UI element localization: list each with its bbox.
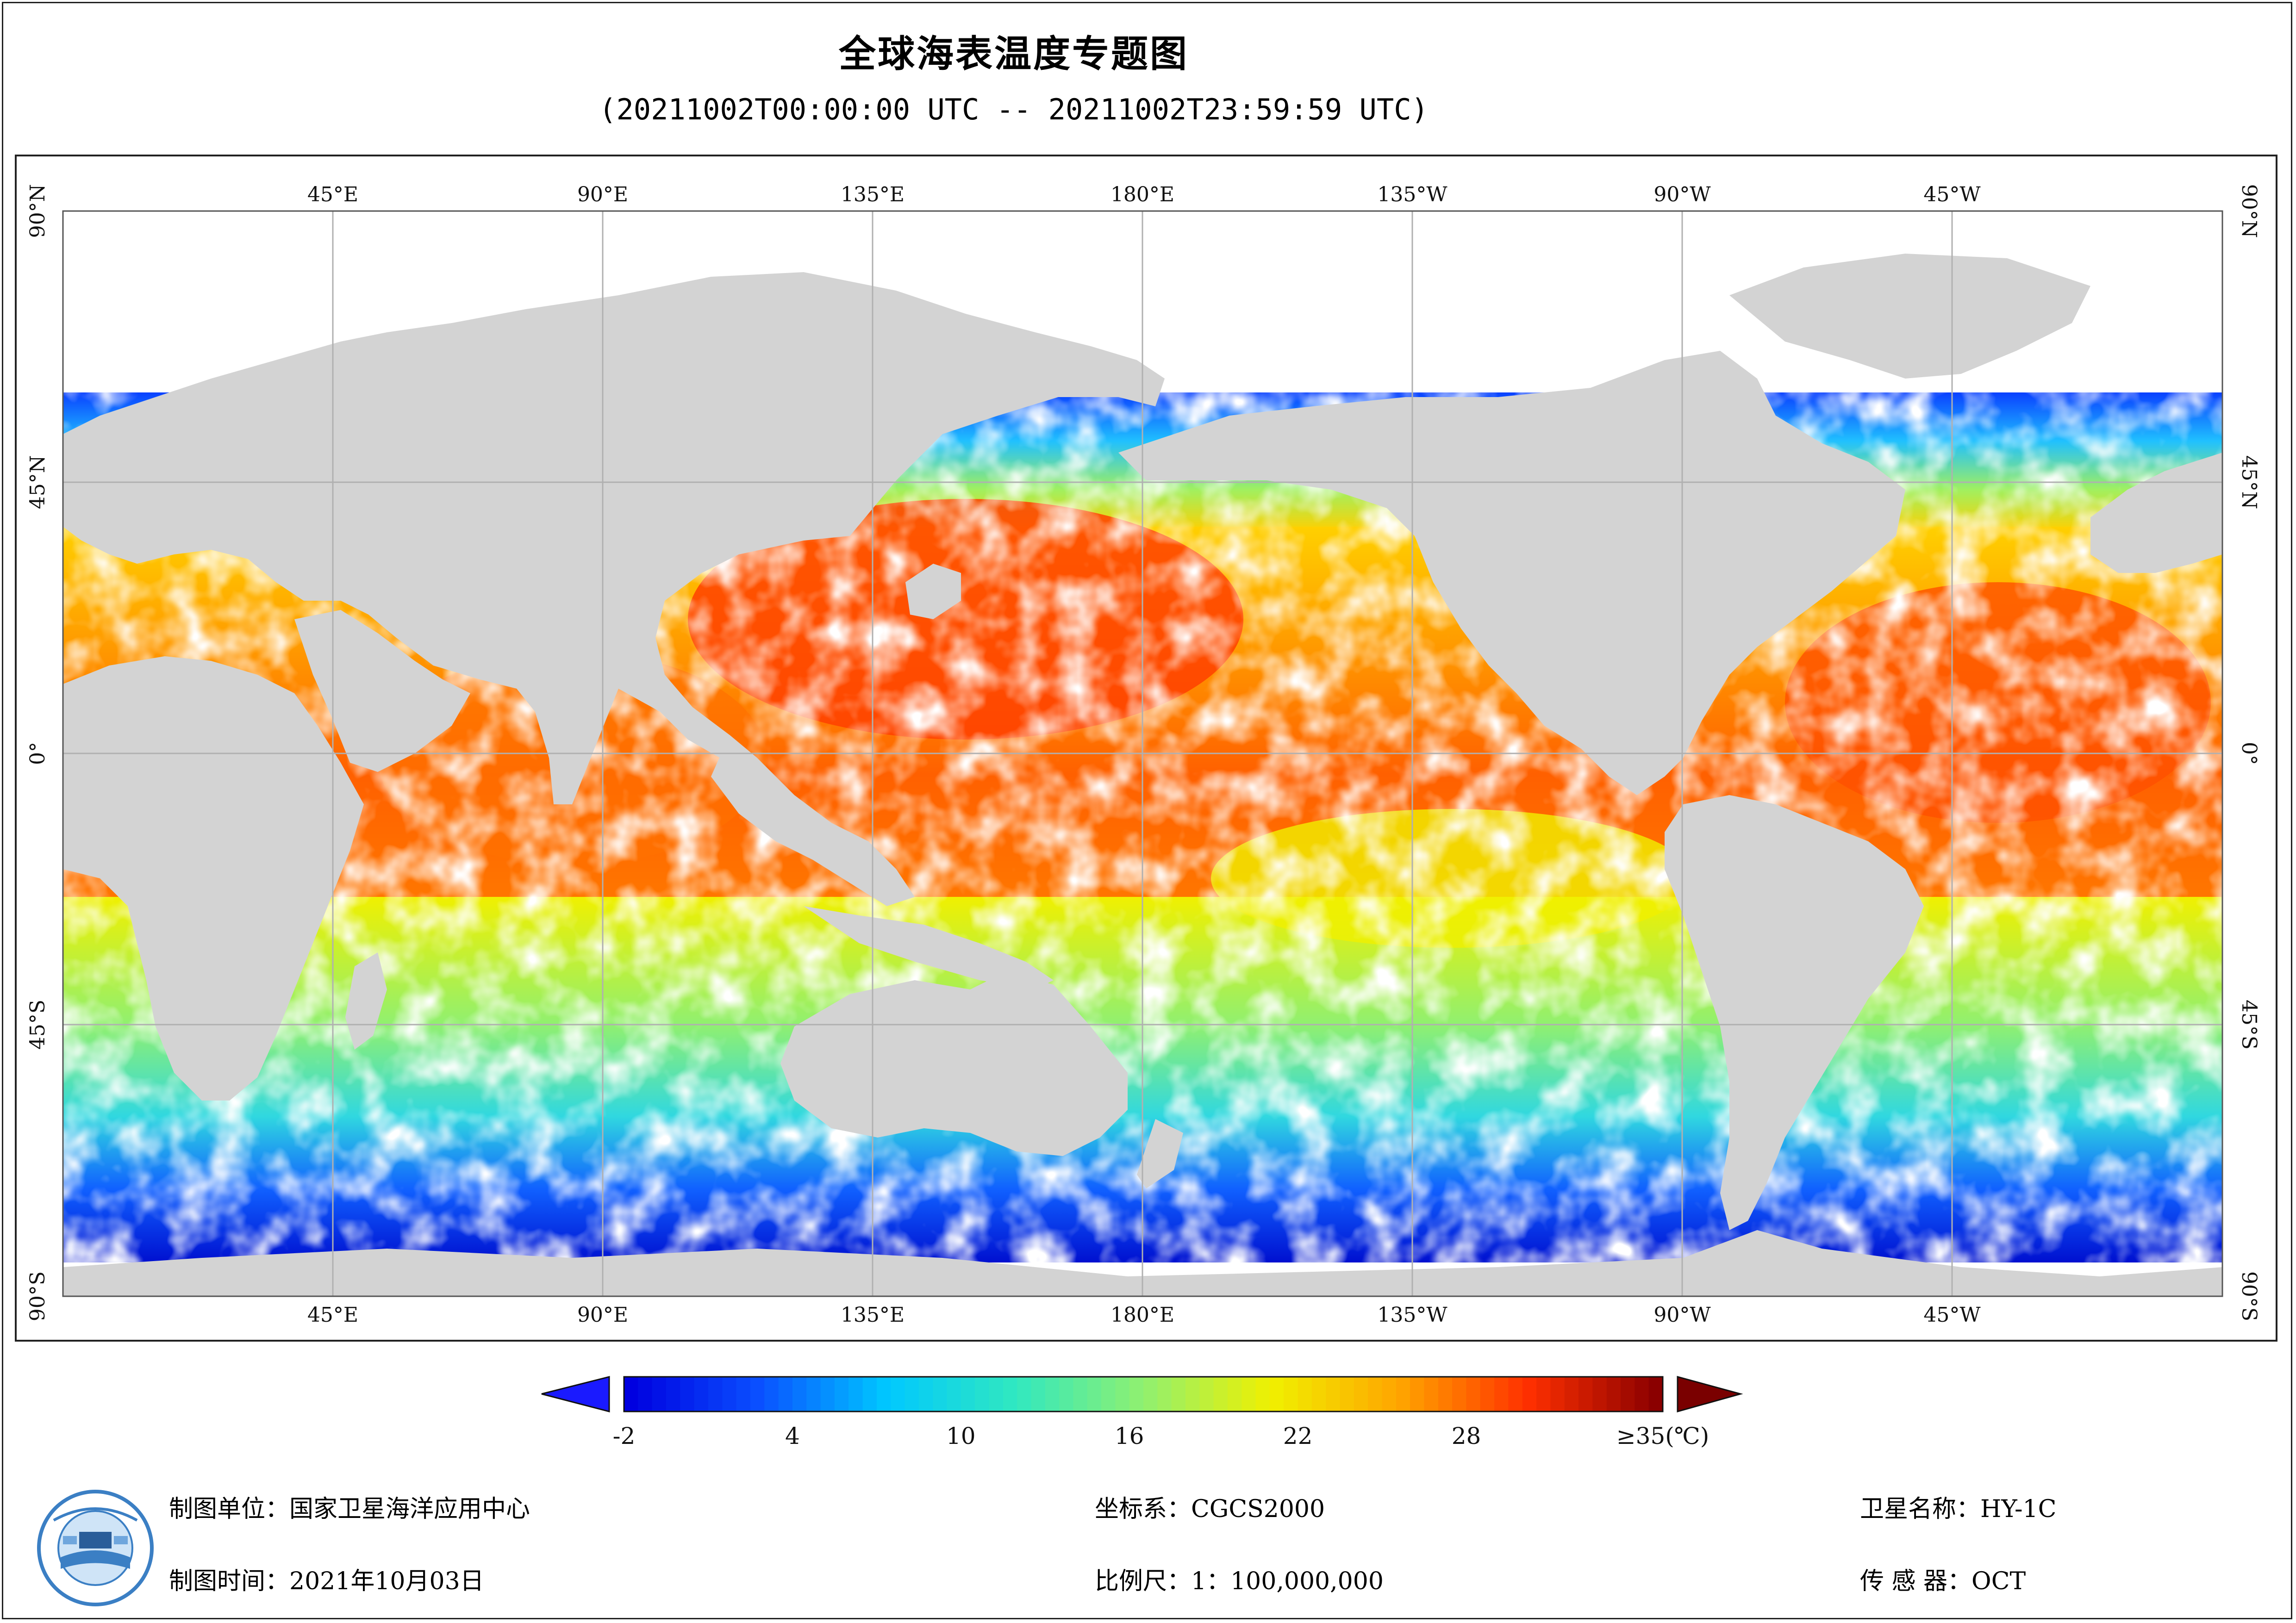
map-time-range: (20211002T00:00:00 UTC -- 20211002T23:59… [599, 93, 1429, 126]
footer-satellite: 卫星名称：HY-1C [1860, 1495, 2057, 1523]
lat-label-left: 0° [26, 742, 50, 765]
lon-label-bottom: 135°W [1377, 1303, 1447, 1327]
lon-labels-bottom: 45°E 90°E 135°E 180°E 135°W 90°W 45°W [307, 1303, 1981, 1327]
lon-label-bottom: 90°W [1653, 1303, 1711, 1327]
land-australia [780, 971, 1128, 1156]
lon-label-bottom: 90°E [577, 1303, 628, 1327]
lon-label-top: 135°E [841, 183, 905, 206]
lon-label-top: 135°W [1377, 183, 1447, 206]
land-greenland [1729, 254, 2090, 379]
nsoas-logo-icon [37, 1490, 154, 1606]
footer-scale: 比例尺：1：100,000,000 [1095, 1567, 1384, 1595]
lat-label-left: 45°N [26, 455, 50, 510]
graticule [63, 211, 2222, 1296]
lat-label-left: 90°S [26, 1271, 50, 1321]
land-japan [905, 564, 961, 619]
footer-date: 制图时间：2021年10月03日 [169, 1567, 484, 1595]
land-indonesia [804, 906, 1054, 989]
map-title: 全球海表温度专题图 [839, 32, 1189, 75]
lat-labels-left: 90°N 45°N 0° 45°S 90°S [26, 184, 50, 1321]
lon-label-top: 45°W [1923, 183, 1981, 206]
lon-labels-top: 45°E 90°E 135°E 180°E 135°W 90°W 45°W [307, 183, 1981, 206]
lon-label-bottom: 180°E [1111, 1303, 1174, 1327]
land-north-america [1118, 351, 1905, 795]
lon-label-bottom: 45°E [307, 1303, 358, 1327]
footer-crs: 坐标系：CGCS2000 [1095, 1495, 1325, 1523]
lon-label-top: 180°E [1111, 183, 1174, 206]
lat-label-right: 90°S [2237, 1271, 2261, 1321]
lon-label-top: 45°E [307, 183, 358, 206]
map-data-border [62, 210, 2223, 1297]
footer-producer: 制图单位：国家卫星海洋应用中心 [169, 1495, 530, 1523]
land-arabia [294, 610, 470, 772]
lon-label-bottom: 135°E [841, 1303, 905, 1327]
lat-label-left: 90°N [26, 184, 50, 238]
land-new-zealand [1137, 1119, 1183, 1188]
land-south-america [1665, 795, 1924, 1230]
lat-label-right: 45°N [2237, 455, 2261, 510]
land-eurasia [63, 272, 1165, 804]
lon-label-top: 90°E [577, 183, 628, 206]
map-data-area [62, 210, 2223, 1297]
lon-label-bottom: 45°W [1923, 1303, 1981, 1327]
sst-map: 45°E 90°E 135°E 180°E 135°W 90°W 45°W 45… [26, 183, 2261, 1327]
lon-label-top: 90°W [1653, 183, 1711, 206]
land-southeast-asia [711, 735, 915, 906]
lat-labels-right: 90°N 45°N 0° 45°S 90°S [2237, 184, 2261, 1321]
land-africa [63, 656, 364, 1101]
lat-label-right: 0° [2237, 742, 2261, 765]
lat-label-right: 90°N [2237, 184, 2261, 238]
lat-label-left: 45°S [26, 1000, 50, 1050]
map-frame: 45°E 90°E 135°E 180°E 135°W 90°W 45°W 45… [15, 155, 2277, 1342]
footer-sensor: 传 感 器：OCT [1860, 1567, 2026, 1595]
lat-label-right: 45°S [2237, 1000, 2261, 1050]
